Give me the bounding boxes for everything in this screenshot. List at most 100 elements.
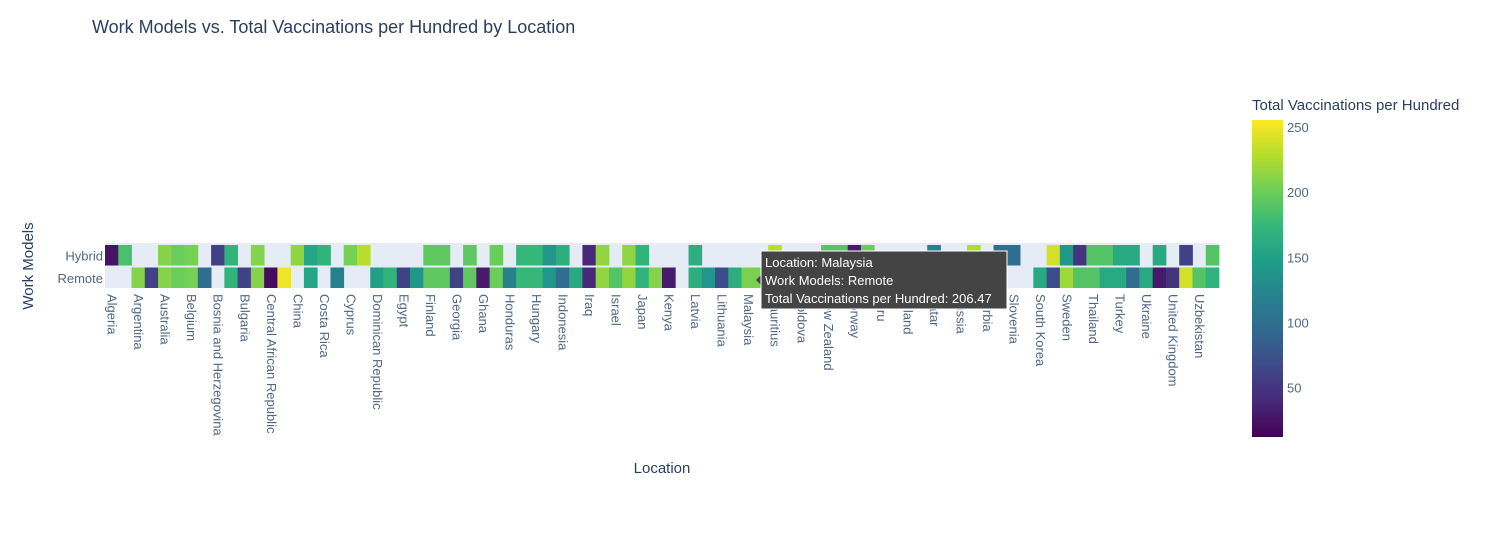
heatmap-cell[interactable] xyxy=(224,245,239,266)
heatmap-cell[interactable] xyxy=(144,267,159,289)
heatmap-cell[interactable] xyxy=(250,245,265,266)
heatmap-cell[interactable] xyxy=(250,267,265,289)
heatmap-cell[interactable] xyxy=(555,245,570,266)
heatmap-cell[interactable] xyxy=(1112,267,1127,289)
heatmap-cell[interactable] xyxy=(463,267,477,289)
heatmap-cell[interactable] xyxy=(1006,245,1021,266)
heatmap-cell[interactable] xyxy=(1126,267,1140,289)
heatmap-cell[interactable] xyxy=(1165,267,1180,289)
heatmap-cell[interactable] xyxy=(224,267,239,289)
heatmap-cell[interactable] xyxy=(1192,267,1207,289)
heatmap-cell[interactable] xyxy=(1059,267,1074,289)
heatmap-cell[interactable] xyxy=(343,245,358,266)
heatmap-cell[interactable] xyxy=(423,267,437,289)
heatmap-cell[interactable] xyxy=(303,245,318,266)
heatmap-cell[interactable] xyxy=(171,267,185,289)
heatmap-cell[interactable] xyxy=(1059,245,1074,266)
heatmap-cell[interactable] xyxy=(131,267,146,289)
heatmap-cell[interactable] xyxy=(184,245,199,266)
heatmap-cell[interactable] xyxy=(1033,267,1047,289)
heatmap-cell[interactable] xyxy=(105,245,119,266)
heatmap-cell[interactable] xyxy=(662,267,676,289)
heatmap-cell[interactable] xyxy=(237,267,252,289)
heatmap-cell[interactable] xyxy=(171,245,185,266)
heatmap-cell[interactable] xyxy=(158,267,172,289)
heatmap-cell[interactable] xyxy=(1179,267,1193,289)
heatmap-cell[interactable] xyxy=(635,245,650,266)
heatmap-cell[interactable] xyxy=(303,267,318,289)
heatmap-cell[interactable] xyxy=(158,245,172,266)
x-tick-label: Cyprus xyxy=(343,294,358,336)
heatmap-cell[interactable] xyxy=(356,245,371,266)
heatmap-cell[interactable] xyxy=(715,267,729,289)
heatmap-cell[interactable] xyxy=(476,267,490,289)
heatmap-cell[interactable] xyxy=(1112,245,1127,266)
heatmap-cell[interactable] xyxy=(370,267,384,289)
heatmap-cell[interactable] xyxy=(1205,267,1220,289)
heatmap-cell[interactable] xyxy=(1086,267,1101,289)
x-tick-label: Lithuania xyxy=(715,294,730,348)
heatmap-cell[interactable] xyxy=(1099,267,1114,289)
heatmap-cell[interactable] xyxy=(410,267,424,289)
heatmap-cell[interactable] xyxy=(688,267,703,289)
heatmap-cell[interactable] xyxy=(516,267,530,289)
heatmap-cell[interactable] xyxy=(1046,245,1061,266)
heatmap-cell[interactable] xyxy=(1152,267,1167,289)
heatmap-cell[interactable] xyxy=(396,267,411,289)
heatmap-cell[interactable] xyxy=(635,267,650,289)
heatmap-cell[interactable] xyxy=(317,245,331,266)
heatmap-cell[interactable] xyxy=(516,245,530,266)
heatmap-cell[interactable] xyxy=(436,245,451,266)
heatmap-cell[interactable] xyxy=(542,267,557,289)
heatmap-cell[interactable] xyxy=(1099,245,1114,266)
heatmap-cell[interactable] xyxy=(277,267,292,289)
heatmap-cell[interactable] xyxy=(449,267,464,289)
heatmap-cell[interactable] xyxy=(264,267,278,289)
heatmap-cell[interactable] xyxy=(569,267,583,289)
heatmap-cell[interactable] xyxy=(1073,245,1087,266)
heatmap-cell[interactable] xyxy=(741,267,756,289)
heatmap-cell[interactable] xyxy=(290,245,305,266)
heatmap-cell[interactable] xyxy=(1152,245,1167,266)
heatmap-cell[interactable] xyxy=(582,267,597,289)
heatmap-cell[interactable] xyxy=(383,267,398,289)
heatmap-cell[interactable] xyxy=(423,245,437,266)
heatmap-cell[interactable] xyxy=(436,267,451,289)
x-tick-label: Uzbekistan xyxy=(1192,294,1207,358)
heatmap-cell[interactable] xyxy=(1126,245,1140,266)
heatmap-cell[interactable] xyxy=(330,267,345,289)
heatmap-cell[interactable] xyxy=(728,267,742,289)
heatmap-cell[interactable] xyxy=(595,245,610,266)
heatmap-cell[interactable] xyxy=(1046,267,1061,289)
heatmap-cell[interactable] xyxy=(595,267,610,289)
heatmap-cell[interactable] xyxy=(529,267,544,289)
heatmap-cell[interactable] xyxy=(622,245,636,266)
heatmap-cell[interactable] xyxy=(542,245,557,266)
x-tick-label: Turkey xyxy=(1113,294,1128,334)
heatmap-cell[interactable] xyxy=(197,267,212,289)
heatmap-cell[interactable] xyxy=(1179,245,1193,266)
heatmap-cell[interactable] xyxy=(1205,245,1220,266)
heatmap-cell[interactable] xyxy=(1086,245,1101,266)
heatmap-cell[interactable] xyxy=(184,267,199,289)
x-tick-label: Finland xyxy=(423,294,438,337)
heatmap-cell[interactable] xyxy=(211,245,225,266)
heatmap-cell[interactable] xyxy=(118,245,132,266)
heatmap-cell[interactable] xyxy=(463,245,477,266)
heatmap-cell[interactable] xyxy=(648,267,663,289)
heatmap-cell[interactable] xyxy=(489,245,504,266)
x-axis-ticks: Algeria Argentina Australia Belgium Bosnia a… xyxy=(105,294,1207,436)
heatmap-cell[interactable] xyxy=(608,267,623,289)
heatmap-cell[interactable] xyxy=(701,267,716,289)
heatmap-cell[interactable] xyxy=(502,267,517,289)
colorbar-tick-label: 150 xyxy=(1287,250,1309,265)
heatmap-cell[interactable] xyxy=(1139,267,1154,289)
heatmap-cell[interactable] xyxy=(582,245,597,266)
heatmap-cell[interactable] xyxy=(688,245,703,266)
heatmap-cell[interactable] xyxy=(1073,267,1087,289)
heatmap-cell[interactable] xyxy=(489,267,504,289)
heatmap-cell[interactable] xyxy=(529,245,544,266)
heatmap-cell[interactable] xyxy=(555,267,570,289)
heatmap-cell[interactable] xyxy=(622,267,636,289)
heatmap-cells[interactable] xyxy=(105,245,1220,289)
